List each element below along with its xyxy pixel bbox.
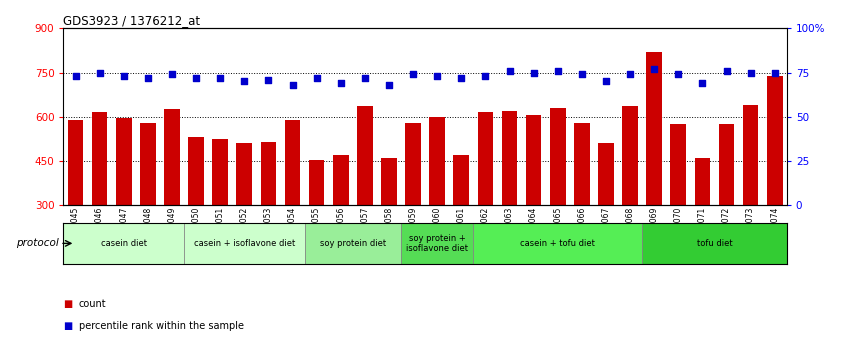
Point — [141, 75, 155, 81]
Bar — [743, 105, 759, 205]
Bar — [622, 107, 638, 205]
Point — [69, 73, 82, 79]
Bar — [381, 158, 397, 205]
Point — [165, 72, 179, 77]
Bar — [550, 108, 566, 205]
Bar — [453, 155, 470, 205]
Text: soy protein diet: soy protein diet — [320, 239, 386, 248]
Point — [334, 80, 348, 86]
Bar — [357, 107, 373, 205]
Point — [93, 70, 107, 75]
Text: protocol: protocol — [16, 238, 59, 249]
Point — [431, 73, 444, 79]
Text: GDS3923 / 1376212_at: GDS3923 / 1376212_at — [63, 14, 201, 27]
Bar — [525, 115, 541, 205]
Bar — [332, 155, 349, 205]
Bar — [718, 124, 734, 205]
Text: percentile rank within the sample: percentile rank within the sample — [79, 321, 244, 331]
Point — [190, 75, 203, 81]
Point — [744, 70, 757, 75]
Bar — [212, 139, 228, 205]
Bar — [188, 137, 204, 205]
Bar — [309, 160, 325, 205]
Bar — [68, 120, 84, 205]
Text: ■: ■ — [63, 321, 73, 331]
Text: count: count — [79, 299, 107, 309]
Bar — [63, 223, 184, 264]
Point — [624, 72, 637, 77]
Point — [672, 72, 685, 77]
Point — [575, 72, 589, 77]
Point — [551, 68, 564, 74]
Point — [527, 70, 541, 75]
Point — [213, 75, 227, 81]
Bar — [695, 158, 711, 205]
Bar — [477, 113, 493, 205]
Bar — [401, 223, 473, 264]
Point — [768, 70, 782, 75]
Point — [454, 75, 468, 81]
Bar — [140, 123, 156, 205]
Point — [599, 79, 613, 84]
Point — [720, 68, 733, 74]
Bar — [164, 109, 180, 205]
Bar — [116, 118, 132, 205]
Point — [238, 79, 251, 84]
Bar — [305, 223, 401, 264]
Bar — [574, 123, 590, 205]
Text: casein + tofu diet: casein + tofu diet — [520, 239, 596, 248]
Bar — [91, 113, 107, 205]
Point — [358, 75, 371, 81]
Bar — [598, 143, 614, 205]
Point — [479, 73, 492, 79]
Bar — [473, 223, 642, 264]
Text: tofu diet: tofu diet — [696, 239, 733, 248]
Text: soy protein +
isoflavone diet: soy protein + isoflavone diet — [406, 234, 468, 253]
Text: casein + isoflavone diet: casein + isoflavone diet — [194, 239, 295, 248]
Bar — [261, 142, 277, 205]
Point — [503, 68, 516, 74]
Point — [286, 82, 299, 88]
Bar — [429, 117, 445, 205]
Text: ■: ■ — [63, 299, 73, 309]
Bar — [236, 143, 252, 205]
Point — [695, 80, 709, 86]
Bar — [766, 75, 783, 205]
Point — [310, 75, 323, 81]
Bar — [646, 52, 662, 205]
Point — [382, 82, 396, 88]
Text: casein diet: casein diet — [101, 239, 146, 248]
Bar — [284, 120, 300, 205]
Bar — [642, 223, 787, 264]
Bar — [502, 111, 518, 205]
Bar — [184, 223, 305, 264]
Point — [647, 66, 661, 72]
Point — [261, 77, 275, 82]
Point — [406, 72, 420, 77]
Point — [117, 73, 130, 79]
Bar — [670, 124, 686, 205]
Bar — [405, 123, 421, 205]
